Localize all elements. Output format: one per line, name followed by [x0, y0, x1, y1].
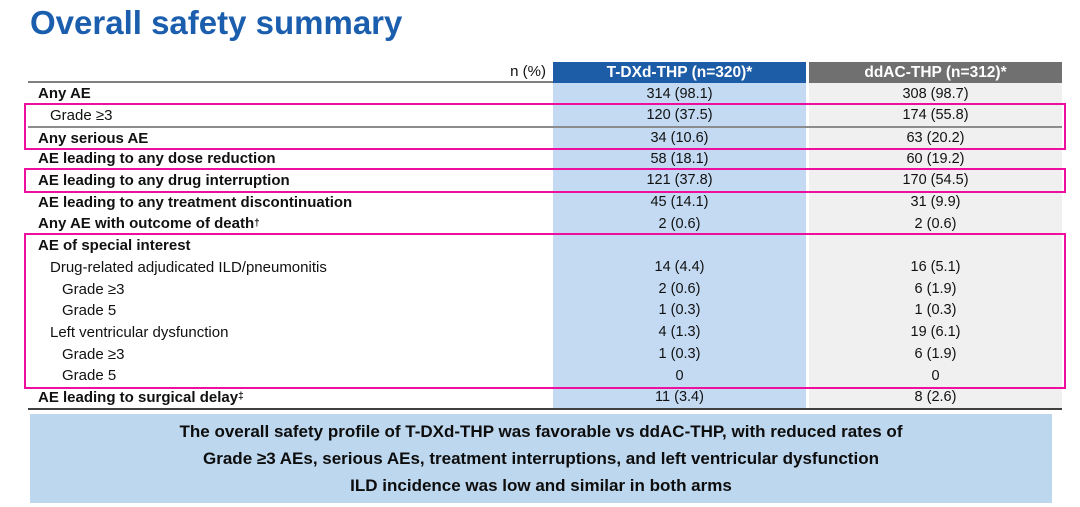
- tdxd-value: 120 (37.5): [553, 104, 806, 127]
- column-header-ddac-thp: ddAC-THP (n=312)*: [809, 62, 1062, 83]
- summary-line-2: Grade ≥3 AEs, serious AEs, treatment int…: [203, 448, 879, 468]
- ddac-value: 19 (6.1): [809, 321, 1062, 344]
- table-row: Any AE with outcome of death † 2 (0.6) 2 …: [28, 213, 1062, 235]
- column-gap: [806, 278, 809, 300]
- tdxd-value: 2 (0.6): [553, 278, 806, 300]
- column-gap: [806, 256, 809, 279]
- row-label: Grade ≥3: [28, 278, 553, 300]
- safety-table: n (%) T-DXd-THP (n=320)* ddAC-THP (n=312…: [24, 62, 1066, 411]
- column-gap: [806, 213, 809, 235]
- ddac-value: 63 (20.2): [809, 128, 1062, 149]
- row-label: AE leading to any treatment discontinuat…: [28, 191, 553, 214]
- table-row: Left ventricular dysfunction 4 (1.3) 19 …: [28, 321, 1062, 344]
- row-label: AE leading to surgical delay ‡: [28, 386, 553, 409]
- ddac-value: 170 (54.5): [809, 169, 1062, 192]
- summary-line-1: The overall safety profile of T-DXd-THP …: [179, 421, 903, 441]
- table-header-row: n (%) T-DXd-THP (n=320)* ddAC-THP (n=312…: [28, 62, 1062, 83]
- column-gap: [806, 148, 809, 170]
- tdxd-value: 121 (37.8): [553, 169, 806, 192]
- table-row: Grade ≥3 1 (0.3) 6 (1.9): [28, 343, 1062, 365]
- row-label: AE leading to any drug interruption: [28, 169, 553, 192]
- tdxd-value: 58 (18.1): [553, 148, 806, 170]
- ddac-value: [809, 234, 1062, 257]
- tdxd-value: 11 (3.4): [553, 386, 806, 409]
- ddac-value: 174 (55.8): [809, 104, 1062, 127]
- column-header-tdxd-thp: T-DXd-THP (n=320)*: [553, 62, 806, 83]
- ddac-value: 6 (1.9): [809, 278, 1062, 300]
- ddac-value: 8 (2.6): [809, 386, 1062, 409]
- table-row: AE of special interest: [28, 234, 1062, 257]
- table-row: AE leading to any treatment discontinuat…: [28, 191, 1062, 214]
- column-gap: [806, 343, 809, 365]
- ddac-value: 0: [809, 364, 1062, 387]
- column-gap: [806, 128, 809, 149]
- column-gap: [806, 83, 809, 105]
- column-gap: [806, 321, 809, 344]
- tdxd-value: 14 (4.4): [553, 256, 806, 279]
- row-label: Any AE with outcome of death †: [28, 213, 553, 235]
- column-gap: [806, 386, 809, 409]
- summary-callout-box: The overall safety profile of T-DXd-THP …: [30, 414, 1052, 503]
- column-gap: [806, 191, 809, 214]
- row-label: Any AE: [28, 83, 553, 105]
- ddac-value: 1 (0.3): [809, 299, 1062, 322]
- ddac-value: 2 (0.6): [809, 213, 1062, 235]
- column-gap: [806, 104, 809, 127]
- table-row: AE leading to any drug interruption 121 …: [28, 169, 1062, 192]
- tdxd-value: 4 (1.3): [553, 321, 806, 344]
- table-row: Grade 5 0 0: [28, 364, 1062, 387]
- tdxd-value: 1 (0.3): [553, 343, 806, 365]
- row-label: Any serious AE: [28, 128, 553, 149]
- row-label: Grade 5: [28, 364, 553, 387]
- ddac-value: 60 (19.2): [809, 148, 1062, 170]
- column-gap: [806, 169, 809, 192]
- ddac-value: 16 (5.1): [809, 256, 1062, 279]
- ddac-value: 6 (1.9): [809, 343, 1062, 365]
- table-row: Grade 5 1 (0.3) 1 (0.3): [28, 299, 1062, 322]
- tdxd-value: 1 (0.3): [553, 299, 806, 322]
- summary-line-3: ILD incidence was low and similar in bot…: [350, 476, 732, 496]
- column-gap: [806, 234, 809, 257]
- ddac-value: 31 (9.9): [809, 191, 1062, 214]
- tdxd-value: 0: [553, 364, 806, 387]
- table-row: Grade ≥3 2 (0.6) 6 (1.9): [28, 278, 1062, 300]
- tdxd-value: 45 (14.1): [553, 191, 806, 214]
- table-row: Any AE 314 (98.1) 308 (98.7): [28, 83, 1062, 105]
- table-row: Any serious AE 34 (10.6) 63 (20.2): [28, 126, 1062, 149]
- tdxd-value: 34 (10.6): [553, 128, 806, 149]
- column-gap: [806, 62, 809, 83]
- page-title: Overall safety summary: [30, 4, 403, 41]
- tdxd-value: 2 (0.6): [553, 213, 806, 235]
- row-label: AE of special interest: [28, 234, 553, 257]
- tdxd-value: 314 (98.1): [553, 83, 806, 105]
- table-row: AE leading to any dose reduction 58 (18.…: [28, 148, 1062, 170]
- ddac-value: 308 (98.7): [809, 83, 1062, 105]
- table-body: Any AE 314 (98.1) 308 (98.7) Grade ≥3 12…: [28, 83, 1062, 411]
- table-row: Grade ≥3 120 (37.5) 174 (55.8): [28, 104, 1062, 127]
- row-label: Grade ≥3: [28, 104, 553, 127]
- column-gap: [806, 299, 809, 322]
- unit-label: n (%): [28, 62, 553, 83]
- row-label: Grade 5: [28, 299, 553, 322]
- row-label: AE leading to any dose reduction: [28, 148, 553, 170]
- table-row: Drug-related adjudicated ILD/pneumonitis…: [28, 256, 1062, 279]
- row-label: Grade ≥3: [28, 343, 553, 365]
- table-row: AE leading to surgical delay ‡ 11 (3.4) 8…: [28, 386, 1062, 409]
- row-label: Drug-related adjudicated ILD/pneumonitis: [28, 256, 553, 279]
- tdxd-value: [553, 234, 806, 257]
- column-gap: [806, 364, 809, 387]
- row-label: Left ventricular dysfunction: [28, 321, 553, 344]
